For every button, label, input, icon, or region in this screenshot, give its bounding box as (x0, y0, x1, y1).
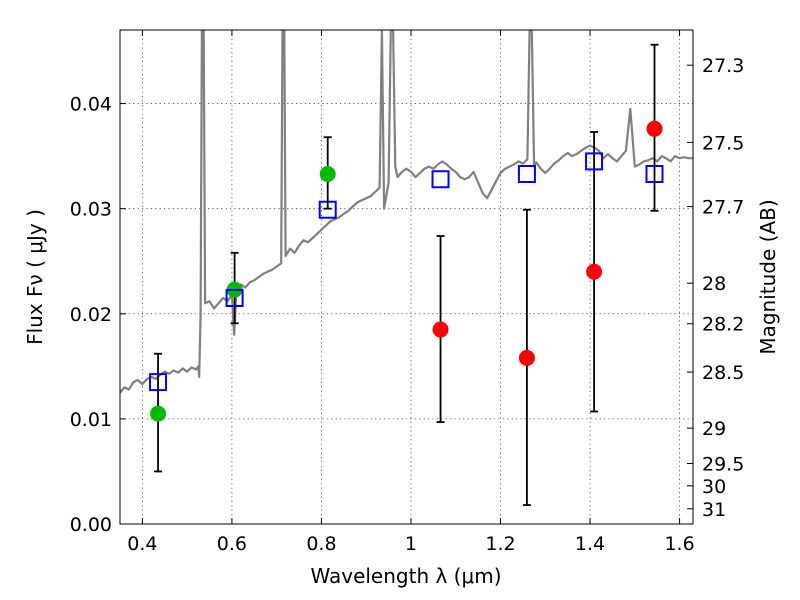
model-point (149, 373, 168, 392)
tick-labels: 0.4 0.6 0.8 1 1.2 1.4 1.6 0.00 0.01 0.02 0.03 0.04 2… (70, 55, 745, 555)
model-point (585, 152, 604, 171)
mag-tick-label: 28.5 (702, 362, 744, 384)
model-point (431, 170, 450, 189)
mag-tick-label: 31 (702, 499, 726, 521)
x-tick-label: 1.6 (664, 533, 694, 555)
model-point (645, 164, 664, 183)
data-point (319, 165, 336, 182)
y-tick-label: 0.02 (70, 304, 112, 326)
x-tick-label: 1 (405, 533, 417, 555)
y-tick-label: 0.00 (70, 514, 112, 536)
mag-tick-label: 27.5 (702, 132, 744, 154)
x-tick-label: 1.4 (575, 533, 605, 555)
x-tick-label: 1.2 (485, 533, 515, 555)
mag-tick-label: 28.2 (702, 314, 744, 336)
data-point (150, 405, 167, 422)
x-axis-label: Wavelength λ (μm) (310, 564, 501, 588)
mag-tick-label: 27.7 (702, 197, 744, 219)
x-tick-label: 0.4 (127, 533, 157, 555)
axes-frame (119, 29, 694, 525)
y-tick-label: 0.04 (70, 94, 112, 116)
y-tick-label: 0.03 (70, 199, 112, 221)
model-spectrum-line (120, 30, 693, 394)
x-tick-label: 0.6 (217, 533, 247, 555)
y-tick-label: 0.01 (70, 409, 112, 431)
model-point (318, 200, 337, 219)
model-point (517, 164, 536, 183)
x-tick-label: 0.8 (306, 533, 336, 555)
ticks (120, 30, 693, 525)
mag-tick-label: 28 (702, 273, 726, 295)
plot-area (120, 30, 693, 506)
mag-tick-label: 29.5 (702, 454, 744, 476)
data-point (518, 349, 535, 366)
mag-tick-label: 29 (702, 418, 726, 440)
data-point (646, 120, 663, 137)
mag-tick-label: 30 (702, 476, 726, 498)
mag-tick-label: 27.3 (702, 55, 744, 77)
data-point (432, 321, 449, 338)
model-point (225, 289, 244, 308)
right-axis-label: Magnitude (AB) (756, 199, 780, 354)
data-point (586, 263, 603, 280)
y-axis-label: Flux Fν ( μJy ) (23, 209, 47, 345)
